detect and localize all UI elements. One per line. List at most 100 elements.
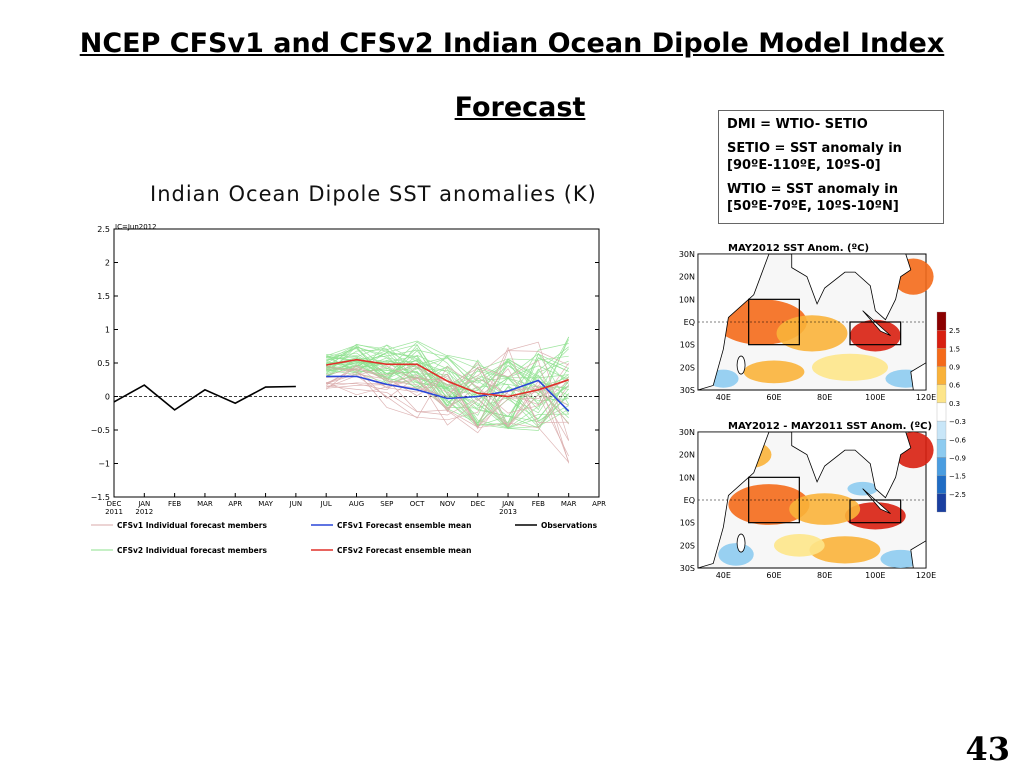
- x-tick-label: MAR: [197, 500, 213, 508]
- sumatra-landmass: [862, 488, 891, 514]
- colorbar-swatch: [936, 366, 947, 385]
- lon-label: 80E: [817, 571, 832, 580]
- lat-label: 10N: [679, 473, 695, 482]
- lat-label: 10S: [680, 341, 695, 350]
- lon-label: 40E: [716, 393, 731, 402]
- lon-label: 100E: [865, 393, 885, 402]
- lat-label: 20N: [679, 273, 695, 282]
- colorbar-label: 2.5: [949, 327, 960, 335]
- cfsv2-member-line: [326, 344, 569, 429]
- colorbar-swatch: [936, 475, 947, 494]
- colorbar-label: 1.5: [949, 345, 960, 353]
- x-tick-label: MAR: [561, 500, 577, 508]
- definition-dmi: DMI = WTIO- SETIO: [727, 117, 868, 132]
- colorbar-swatch: [936, 330, 947, 349]
- warm-anomaly-patch: [776, 315, 848, 352]
- lat-label: 30S: [680, 564, 695, 573]
- cfsv1-ensemble-mean-line: [326, 375, 570, 412]
- lon-label: 40E: [716, 571, 731, 580]
- colorbar-swatch: [936, 384, 947, 404]
- colorbar-swatch: [936, 493, 947, 513]
- x-tick-label: FEB: [532, 500, 545, 508]
- x-tick-label: OCT: [410, 500, 425, 508]
- colorbar-label: −0.9: [949, 454, 966, 462]
- colorbar-swatch: [936, 457, 947, 476]
- x-tick-label: DEC: [107, 500, 122, 508]
- cfsv1-member-line: [326, 373, 570, 462]
- cfsv2-member-line: [326, 352, 569, 404]
- cfsv2-member-line: [326, 356, 569, 429]
- lat-label: 30N: [679, 428, 695, 437]
- slide-title: NCEP CFSv1 and CFSv2 Indian Ocean Dipole…: [79, 28, 945, 59]
- colorbar-swatch: [936, 402, 947, 422]
- wtio-box: [748, 476, 800, 524]
- warm-anomaly-patch: [743, 360, 805, 384]
- legend-cfsv2-members-label: CFSv2 Individual forecast members: [117, 546, 267, 555]
- madagascar-landmass: [736, 355, 746, 375]
- lon-label: 60E: [766, 393, 781, 402]
- lat-label: 20S: [680, 541, 695, 550]
- colorbar-label: 0.6: [949, 382, 961, 390]
- cfsv1-member-line: [326, 361, 570, 457]
- observations-line: [113, 384, 296, 411]
- x-year-label: 2012: [135, 508, 153, 516]
- warm-anomaly-patch: [789, 493, 861, 525]
- colorbar-label: −1.5: [949, 473, 966, 481]
- y-tick-label: −0.5: [91, 426, 110, 435]
- colorbar-label: 0.9: [949, 364, 960, 372]
- legend-observations-label: Observations: [541, 521, 598, 530]
- x-year-label: 2013: [499, 508, 517, 516]
- y-tick-label: 2.5: [97, 225, 110, 234]
- setio-box: [849, 499, 902, 524]
- slide-subtitle: Forecast: [454, 92, 586, 123]
- lon-label: 80E: [817, 393, 832, 402]
- australia-landmass: [910, 540, 927, 569]
- africa-landmass: [697, 431, 770, 569]
- cfsv1-member-line: [326, 360, 570, 464]
- cfsv2-member-line: [326, 353, 569, 389]
- dmi-definition-box: DMI = WTIO- SETIO SETIO = SST anomaly in…: [718, 110, 944, 224]
- colorbar-swatch: [936, 420, 947, 440]
- warm-anomaly-patch: [812, 353, 888, 381]
- x-tick-label: DEC: [470, 500, 485, 508]
- wtio-box: [748, 298, 800, 346]
- asia-landmass: [791, 431, 912, 499]
- lat-label: 30S: [680, 386, 695, 395]
- cfsv2-member-line: [326, 346, 569, 413]
- x-tick-label: FEB: [168, 500, 181, 508]
- colorbar-label: −0.6: [949, 436, 967, 444]
- colorbar-label: −2.5: [949, 491, 966, 499]
- lat-label: 10N: [679, 295, 695, 304]
- x-tick-label: MAY: [258, 500, 273, 508]
- cfsv2-member-line: [326, 354, 569, 427]
- sst-anomaly-map-difference: MAY2012 - MAY2011 SST Anom. (ºC) 30N 20N 10…: [679, 421, 936, 580]
- cfsv2-ensemble-mean-line: [326, 358, 569, 398]
- cfsv1-member-line: [326, 376, 569, 434]
- cfsv2-member-line: [326, 350, 569, 418]
- y-tick-label: 0.5: [97, 359, 110, 368]
- lon-label: 120E: [916, 393, 936, 402]
- warm-anomaly-patch: [850, 319, 901, 352]
- y-tick-label: −1.5: [91, 493, 110, 502]
- setio-box: [849, 321, 902, 346]
- lat-label: 20N: [679, 451, 695, 460]
- x-tick-label: JUL: [320, 500, 332, 508]
- page-number: 43: [965, 730, 1010, 768]
- cfsv1-member-line: [326, 367, 569, 429]
- x-tick-label: APR: [592, 500, 606, 508]
- map-title: MAY2012 - MAY2011 SST Anom. (ºC): [728, 421, 932, 432]
- x-tick-label: JUN: [289, 500, 302, 508]
- cfsv2-member-line: [326, 361, 569, 406]
- cool-anomaly-patch: [718, 543, 754, 566]
- colorbar-swatch: [936, 439, 947, 458]
- ic-annotation: IC=Jun2012: [115, 223, 157, 231]
- africa-landmass: [697, 253, 770, 391]
- lat-label: 10S: [680, 519, 695, 528]
- legend-cfsv2-mean-label: CFSv2 Forecast ensemble mean: [337, 546, 471, 555]
- warm-anomaly-patch: [774, 534, 825, 557]
- lat-label: EQ: [684, 496, 695, 505]
- y-tick-label: 1: [105, 326, 110, 335]
- y-tick-label: 0: [105, 393, 110, 402]
- x-tick-label: APR: [228, 500, 242, 508]
